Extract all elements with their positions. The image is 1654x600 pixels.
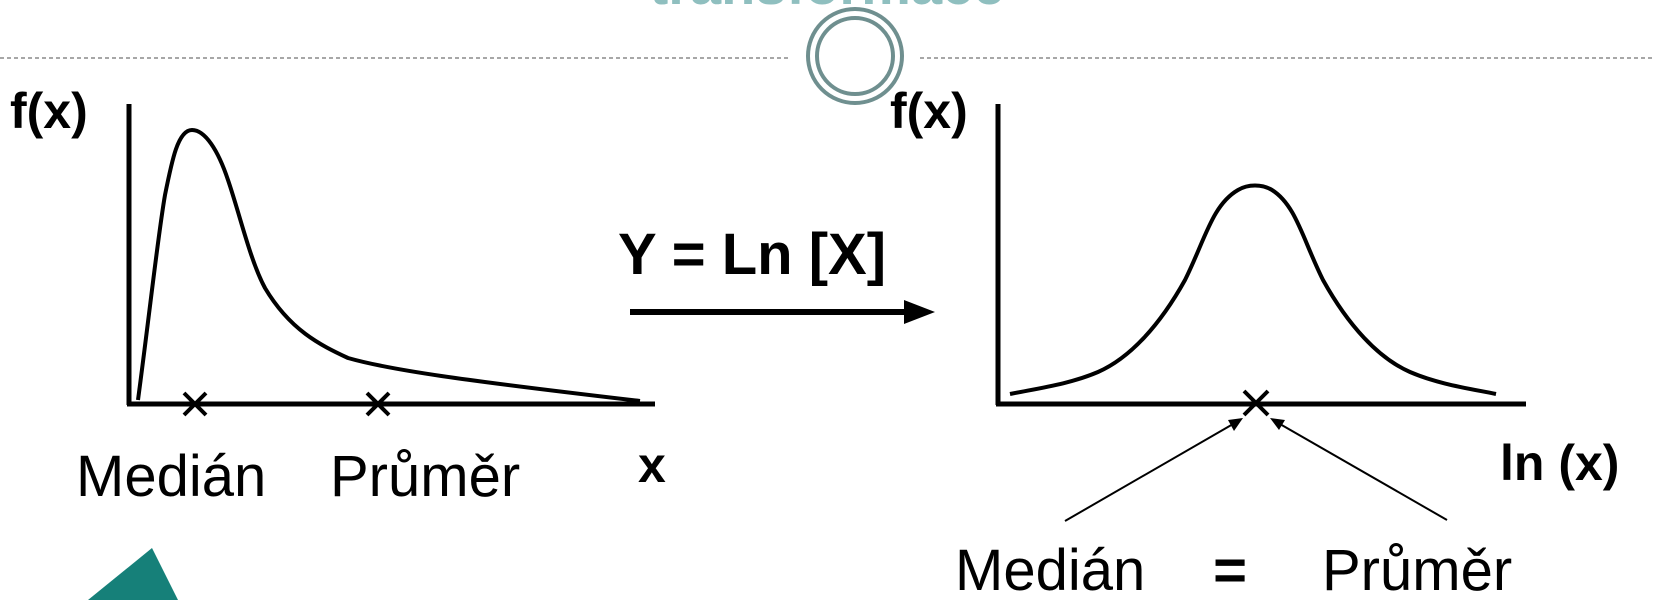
right-center-marker: [1242, 389, 1270, 417]
equals-sign: =: [1213, 538, 1247, 600]
mean-pointer-line: [1272, 419, 1448, 521]
teal-accent-shape: [88, 548, 178, 600]
left-plot: f(x) x Medián Průměr: [10, 83, 666, 509]
right-y-axis-label: f(x): [890, 83, 968, 139]
slide-title: transformace: [650, 0, 1005, 16]
symmetric-density-curve: [1009, 183, 1497, 396]
mean-pointer-arrowhead-icon: [1270, 418, 1285, 430]
median-pointer-arrowhead-icon: [1228, 418, 1243, 431]
right-plot: f(x) ln (x) Medián = Průměr: [890, 83, 1619, 600]
left-median-label: Medián: [76, 444, 266, 509]
left-x-axis-label: x: [638, 437, 666, 493]
right-median-label: Medián: [955, 538, 1145, 600]
transformation: Y = Ln [X]: [618, 222, 935, 324]
left-mean-marker: [365, 391, 391, 417]
median-pointer-line: [1064, 419, 1241, 522]
transform-arrow-head-icon: [904, 300, 935, 324]
skewed-density-curve: [136, 127, 641, 403]
right-mean-label: Průměr: [1322, 538, 1512, 600]
transform-formula: Y = Ln [X]: [618, 222, 886, 287]
circle-ornament-icon: [806, 7, 904, 105]
left-y-axis-label: f(x): [10, 83, 88, 139]
left-mean-label: Průměr: [330, 444, 520, 509]
left-median-marker: [182, 391, 208, 417]
right-x-axis-label: ln (x): [1500, 435, 1619, 491]
